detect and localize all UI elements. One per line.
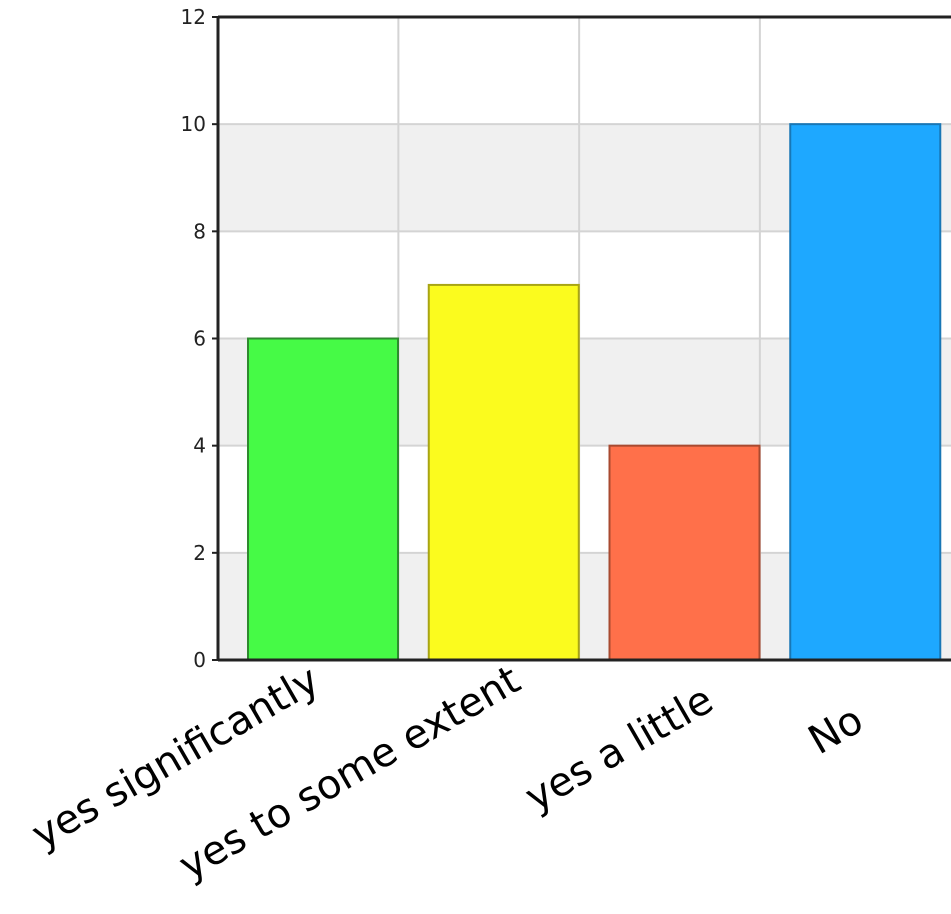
y-tick-label: 8 [193,219,206,243]
bars [247,123,942,661]
y-tick-label: 6 [193,327,206,351]
y-tick-label: 4 [193,434,206,458]
y-tick-labels: 0 2 4 6 8 10 12 [181,5,206,672]
plot-band [218,17,951,125]
bar [247,337,400,661]
bar [427,283,580,661]
y-tick-label: 0 [193,648,206,672]
bar [789,123,942,661]
y-tick-label: 12 [181,5,206,29]
axes [212,15,951,662]
y-tick-label: 2 [193,541,206,565]
bar [608,444,761,661]
y-tick-label: 10 [181,112,206,136]
x-category-label: yes to some extent [171,657,528,889]
x-category-label: yes a little [518,677,721,821]
x-category-label: No [801,697,871,764]
